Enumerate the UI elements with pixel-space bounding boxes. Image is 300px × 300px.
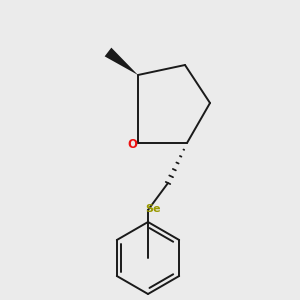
- Text: Se: Se: [145, 204, 161, 214]
- Text: O: O: [127, 137, 137, 151]
- Polygon shape: [105, 48, 138, 75]
